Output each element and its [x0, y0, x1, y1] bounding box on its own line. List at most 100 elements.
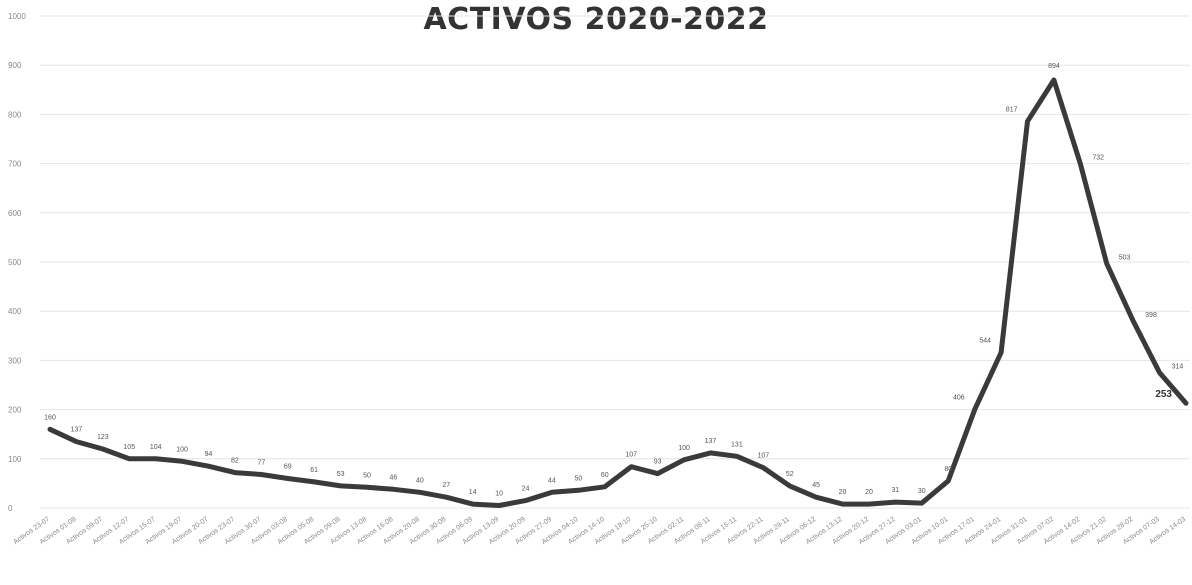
- data-point-35: [973, 408, 977, 412]
- y-tick-label-300: 300: [8, 356, 22, 365]
- y-axis: 0 100 200 300 400 500 600 700 800 900 1000: [8, 12, 26, 513]
- y-tick-label-0: 0: [8, 504, 13, 513]
- y-tick-label-600: 600: [8, 209, 22, 218]
- data-point-32: [893, 500, 897, 504]
- data-label-1: 137: [71, 427, 83, 434]
- data-label-31: 20: [865, 489, 873, 496]
- data-label-21: 60: [601, 472, 609, 479]
- gridlines: [40, 15, 1190, 509]
- data-label-27: 107: [757, 453, 769, 460]
- data-point-17: [497, 504, 501, 508]
- data-point-8: [259, 473, 263, 477]
- data-point-20: [576, 488, 580, 492]
- data-point-2: [101, 447, 105, 451]
- data-point-42: [1158, 371, 1162, 375]
- y-tick-label-900: 900: [8, 61, 22, 70]
- data-label-8: 77: [257, 460, 265, 467]
- data-label-0: 160: [44, 414, 56, 421]
- data-label-33: 30: [918, 488, 926, 495]
- data-point-36: [999, 351, 1003, 355]
- chart-title: ACTIVOS 2020-2022: [423, 2, 769, 37]
- data-label-15: 27: [442, 482, 450, 489]
- data-label-9: 69: [284, 463, 292, 470]
- series-activos: [47, 77, 1189, 508]
- data-label-39: 732: [1092, 155, 1104, 162]
- data-point-38: [1052, 78, 1056, 82]
- data-label-2: 123: [97, 434, 109, 441]
- data-label-10: 61: [310, 467, 318, 474]
- data-label-13: 46: [390, 474, 398, 481]
- data-label-34: 80: [944, 466, 952, 473]
- data-point-5: [180, 459, 184, 463]
- data-point-23: [656, 472, 660, 476]
- data-label-20: 50: [574, 475, 582, 482]
- data-point-11: [339, 484, 343, 488]
- data-point-43: [1184, 401, 1188, 405]
- data-point-15: [444, 495, 448, 499]
- data-label-37: 817: [1006, 106, 1018, 113]
- data-point-19: [550, 490, 554, 494]
- y-tick-label-100: 100: [8, 455, 22, 464]
- data-label-4: 104: [150, 444, 162, 451]
- data-point-29: [814, 495, 818, 499]
- data-point-3: [127, 457, 131, 461]
- data-point-16: [471, 502, 475, 506]
- data-label-30: 20: [839, 489, 847, 496]
- data-point-30: [841, 502, 845, 506]
- data-label-16: 14: [469, 489, 477, 496]
- data-point-13: [391, 487, 395, 491]
- data-label-29: 45: [812, 482, 820, 489]
- data-point-41: [1131, 319, 1135, 323]
- y-tick-label-1000: 1000: [8, 12, 26, 21]
- data-label-38: 894: [1048, 63, 1060, 70]
- y-tick-label-400: 400: [8, 307, 22, 316]
- data-point-39: [1078, 162, 1082, 166]
- y-tick-label-800: 800: [8, 110, 22, 119]
- data-label-23: 93: [654, 459, 662, 466]
- data-label-19: 44: [548, 477, 556, 484]
- data-label-24: 100: [678, 445, 690, 452]
- data-point-1: [74, 440, 78, 444]
- data-labels: 160 137 123 105 104 100 94 82 77 69 61 53 50 46 40 27 14…: [44, 63, 1183, 498]
- data-label-41: 398: [1145, 312, 1157, 319]
- data-point-18: [524, 499, 528, 503]
- data-point-25: [708, 451, 712, 455]
- data-label-25: 137: [705, 438, 717, 445]
- data-label-5: 100: [176, 446, 188, 453]
- data-point-27: [761, 466, 765, 470]
- data-label-22: 107: [625, 452, 637, 459]
- y-tick-label-500: 500: [8, 258, 22, 267]
- data-label-14: 40: [416, 477, 424, 484]
- data-point-9: [286, 476, 290, 480]
- data-point-12: [365, 485, 369, 489]
- data-label-3: 105: [123, 444, 135, 451]
- data-point-37: [1025, 119, 1029, 123]
- data-point-0: [48, 427, 52, 431]
- data-label-42: 314: [1172, 364, 1184, 371]
- data-label-35: 406: [953, 395, 965, 402]
- data-point-34: [946, 479, 950, 483]
- data-point-4: [154, 457, 158, 461]
- data-point-10: [312, 480, 316, 484]
- data-label-26: 131: [731, 441, 743, 448]
- data-point-6: [207, 464, 211, 468]
- data-label-40: 503: [1119, 254, 1131, 261]
- data-label-43: 253: [1155, 389, 1172, 400]
- y-tick-label-700: 700: [8, 160, 22, 169]
- data-label-17: 10: [495, 491, 503, 498]
- y-tick-label-200: 200: [8, 406, 22, 415]
- series-line: [47, 77, 1189, 508]
- data-point-24: [682, 458, 686, 462]
- data-point-22: [629, 465, 633, 469]
- data-label-6: 94: [205, 451, 213, 458]
- data-label-36: 544: [979, 338, 991, 345]
- data-point-7: [233, 471, 237, 475]
- data-point-40: [1105, 261, 1109, 265]
- data-label-11: 53: [337, 471, 345, 478]
- data-point-26: [735, 454, 739, 458]
- data-label-7: 82: [231, 458, 239, 465]
- data-point-21: [603, 485, 607, 489]
- data-label-12: 50: [363, 472, 371, 479]
